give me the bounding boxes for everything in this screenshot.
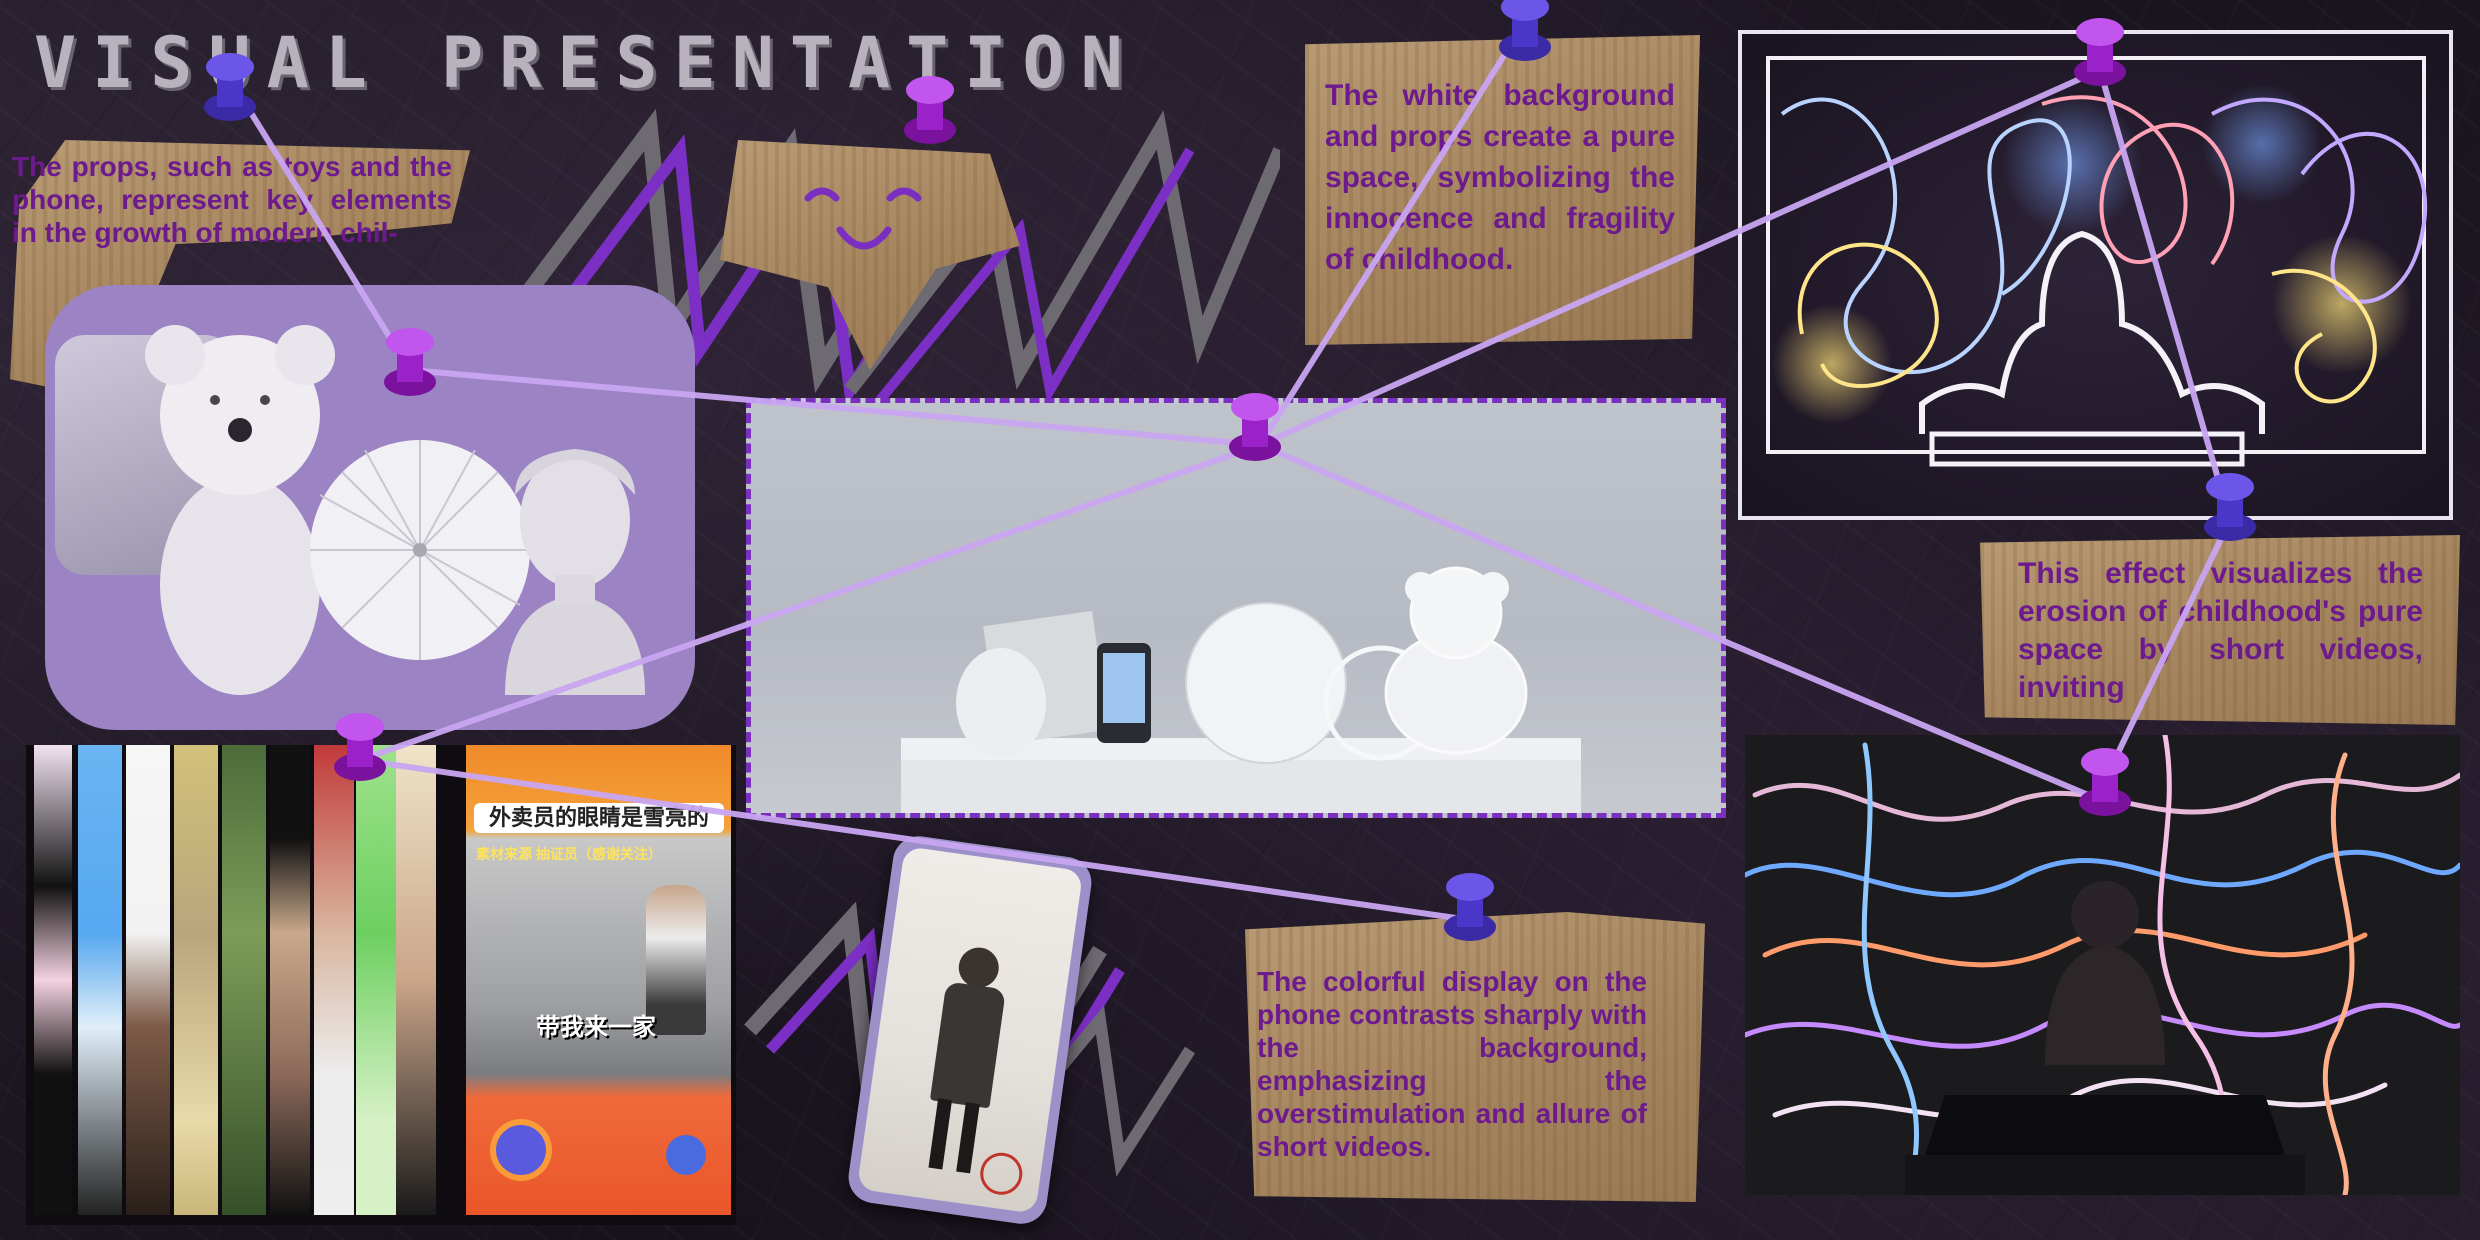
note-text-effect: This effect visualizes the erosion of ch… (2018, 557, 2423, 704)
white-stage-photo (746, 398, 1726, 818)
note-card-phone-display (1245, 912, 1705, 1202)
video-frame-main: 外卖员的眼睛是雪亮的 素材来源 抽证员（感谢关注） 带我来一家 (466, 745, 731, 1215)
pushpin-icon (1444, 873, 1496, 941)
note-text-props: The props, such as toys and the phone, r… (12, 151, 452, 248)
pushpin-icon (1229, 393, 1281, 461)
pushpin-icon (204, 53, 256, 121)
pushpin-icon (2074, 18, 2126, 86)
stage-props-illustration (901, 566, 1581, 813)
neon-scribble (1772, 84, 2428, 467)
short-video-collage: 外卖员的眼睛是雪亮的 素材来源 抽证员（感谢关注） 带我来一家 (26, 745, 736, 1225)
note-text-phone-display: The colorful display on the phone contra… (1257, 966, 1647, 1162)
teddy-bear-prop (145, 325, 335, 695)
note-card-effect (1980, 535, 2460, 725)
video-headline: 外卖员的眼睛是雪亮的 (474, 803, 724, 833)
pushpin-icon (904, 76, 956, 144)
umbrella-prop (310, 440, 530, 660)
note-card-white-background (1305, 35, 1700, 345)
props-collage (45, 285, 695, 730)
light-drawing-artwork (1738, 30, 2453, 520)
video-subtitle: 素材来源 抽证员（感谢关注） (476, 846, 662, 862)
pushpin-icon (334, 713, 386, 781)
pushpin-icon (384, 328, 436, 396)
pushpin-icon (2079, 748, 2131, 816)
note-text-white-background: The white background and props create a … (1325, 79, 1675, 276)
video-caption: 带我来一家 (536, 1014, 656, 1041)
smiley-face-icon (804, 187, 922, 250)
pushpin-icon (2204, 473, 2256, 541)
pushpin-icon (1499, 0, 1551, 61)
